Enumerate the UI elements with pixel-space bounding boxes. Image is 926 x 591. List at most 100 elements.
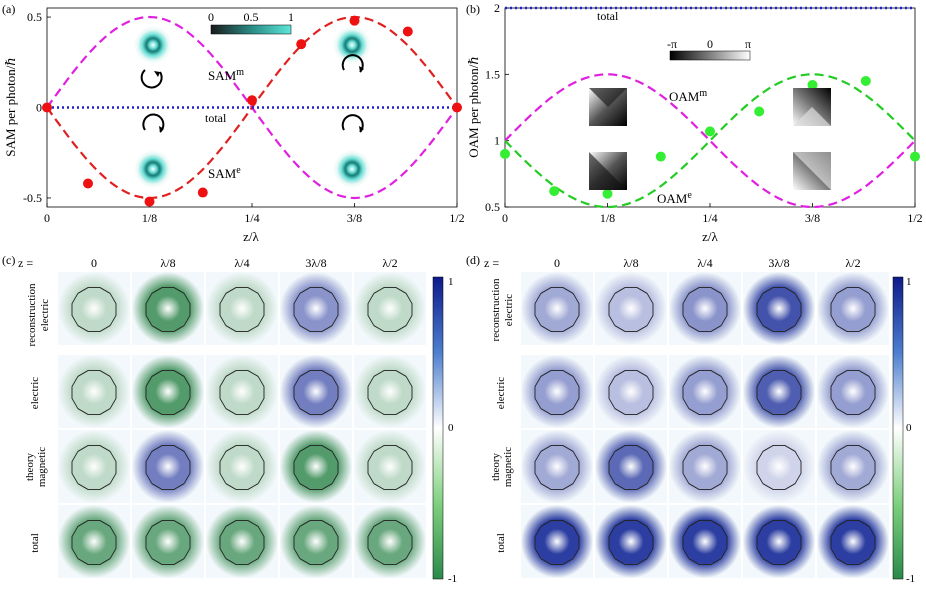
d-cell (817, 505, 889, 578)
panel-c-row-label-electric-1: electric (39, 299, 51, 331)
panel-a-cbar-min: 0 (208, 10, 214, 24)
d-column-label: 3λ/8 (768, 256, 789, 270)
panel-a: (a) 0 1/8 1/4 3/8 1/2-0.500.5 0 0.5 1 (2, 2, 465, 244)
d-cell (669, 272, 741, 345)
a-data-point (452, 102, 462, 113)
b-ytick-label: 1 (494, 134, 500, 148)
d-column-label: 0 (554, 256, 560, 270)
c-cell (58, 505, 130, 578)
panel-b-cbar-min: -π (667, 37, 677, 51)
panel-b-tag: (b) (466, 2, 480, 16)
d-cell (817, 272, 889, 345)
panel-c-colorbar (432, 276, 444, 580)
d-column-label: λ/4 (697, 256, 712, 270)
a-xtick-label: 3/8 (347, 211, 362, 225)
c-cell (58, 355, 130, 428)
a-data-point (402, 26, 413, 37)
panel-b-xlabel: z/λ (702, 229, 718, 244)
panel-c-row-label-theory: theory (24, 452, 36, 481)
panel-d-row-label-electric-2: electric (495, 377, 507, 409)
d-cell (595, 505, 667, 578)
beam-image-top-left (134, 26, 172, 64)
a-xtick-label: 0 (44, 211, 50, 225)
b-ytick-label: 2 (494, 1, 500, 15)
a-ytick-label: 0 (36, 101, 42, 115)
rotation-arrow-icon (140, 54, 364, 133)
phase-image-bottom-left (589, 152, 627, 190)
d-cell (817, 355, 889, 428)
c-column-label: λ/8 (160, 256, 175, 270)
d-cell (743, 272, 815, 345)
a-ytick-label: -0.5 (23, 191, 42, 205)
c-cell (206, 430, 278, 503)
b-xtick-label: 3/8 (805, 211, 820, 225)
panel-d-z-prefix: z = (484, 256, 499, 270)
b-ytick-label: 1.5 (485, 67, 500, 81)
b-data-point (754, 106, 765, 117)
panel-c-row-label-magnetic: magnetic (36, 447, 48, 487)
panel-c: (c) z = 0 λ/8 λ/4 3λ/8 λ/2 reconstruction el… (2, 253, 457, 585)
c-cell (280, 430, 352, 503)
panel-d-tag: (d) (466, 253, 480, 267)
panel-c-tag: (c) (2, 253, 15, 267)
panel-c-row-label-electric-2: electric (29, 377, 41, 409)
c-cell (280, 355, 352, 428)
d-cell (669, 355, 741, 428)
panel-b-cbar-mid: 0 (707, 37, 713, 51)
d-column-label: λ/2 (845, 256, 860, 270)
a-data-point (349, 15, 360, 26)
panel-d-row-label-reconstruction: reconstruction (490, 278, 502, 341)
b-series-oam_e (504, 73, 916, 209)
a-xtick-label: 1/4 (244, 211, 259, 225)
c-cell (132, 430, 204, 503)
d-cell (521, 272, 593, 345)
panel-b-cbar-max: π (745, 37, 751, 51)
c-column-label: 0 (91, 256, 97, 270)
oam-m-label: OAMm (669, 88, 707, 104)
panel-c-row-label-total: total (29, 533, 41, 553)
c-column-label: 3λ/8 (305, 256, 326, 270)
oam-e-label: OAMe (657, 190, 692, 206)
panel-d-row-label-electric-1: electric (503, 294, 515, 326)
d-cell (595, 430, 667, 503)
d-cell (669, 505, 741, 578)
b-data-point (655, 151, 666, 162)
d-cell (595, 272, 667, 345)
panel-b-ylabel: OAM per photon/ℏ (466, 56, 481, 158)
panel-d-cbar-bot: -1 (906, 573, 915, 585)
a-data-point (42, 102, 52, 113)
c-cell (354, 272, 426, 345)
d-cell (817, 430, 889, 503)
a-data-point (296, 39, 307, 50)
a-data-point (144, 196, 155, 207)
panel-c-z-prefix: z = (18, 256, 33, 270)
b-ytick-label: 0.5 (485, 200, 500, 214)
c-cell (132, 355, 204, 428)
c-cell (354, 505, 426, 578)
panel-c-cbar-top: 1 (448, 276, 454, 288)
a-xtick-label: 1/8 (142, 211, 157, 225)
panel-d-colorbar (892, 276, 904, 580)
panel-c-cbar-bot: -1 (448, 573, 457, 585)
d-cell (521, 505, 593, 578)
panel-b-colorbar (669, 50, 751, 61)
b-data-point (500, 148, 510, 159)
d-column-label: λ/8 (623, 256, 638, 270)
c-cell (354, 355, 426, 428)
panel-a-colorbar (210, 24, 292, 35)
panel-a-cbar-mid: 0.5 (244, 10, 259, 24)
d-cell (669, 430, 741, 503)
d-cell (743, 355, 815, 428)
b-data-point (860, 75, 871, 86)
c-cell (280, 505, 352, 578)
a-data-point (197, 187, 208, 198)
a-data-point (83, 178, 93, 189)
c-cell (132, 272, 204, 345)
b-xtick-label: 0 (502, 211, 508, 225)
b-xtick-label: 1/8 (600, 211, 615, 225)
b-xtick-label: 1/2 (907, 211, 922, 225)
c-cell (206, 355, 278, 428)
d-cell (521, 430, 593, 503)
panel-d: (d) z = 0 λ/8 λ/4 3λ/8 λ/2 reconstruction el… (466, 253, 915, 585)
